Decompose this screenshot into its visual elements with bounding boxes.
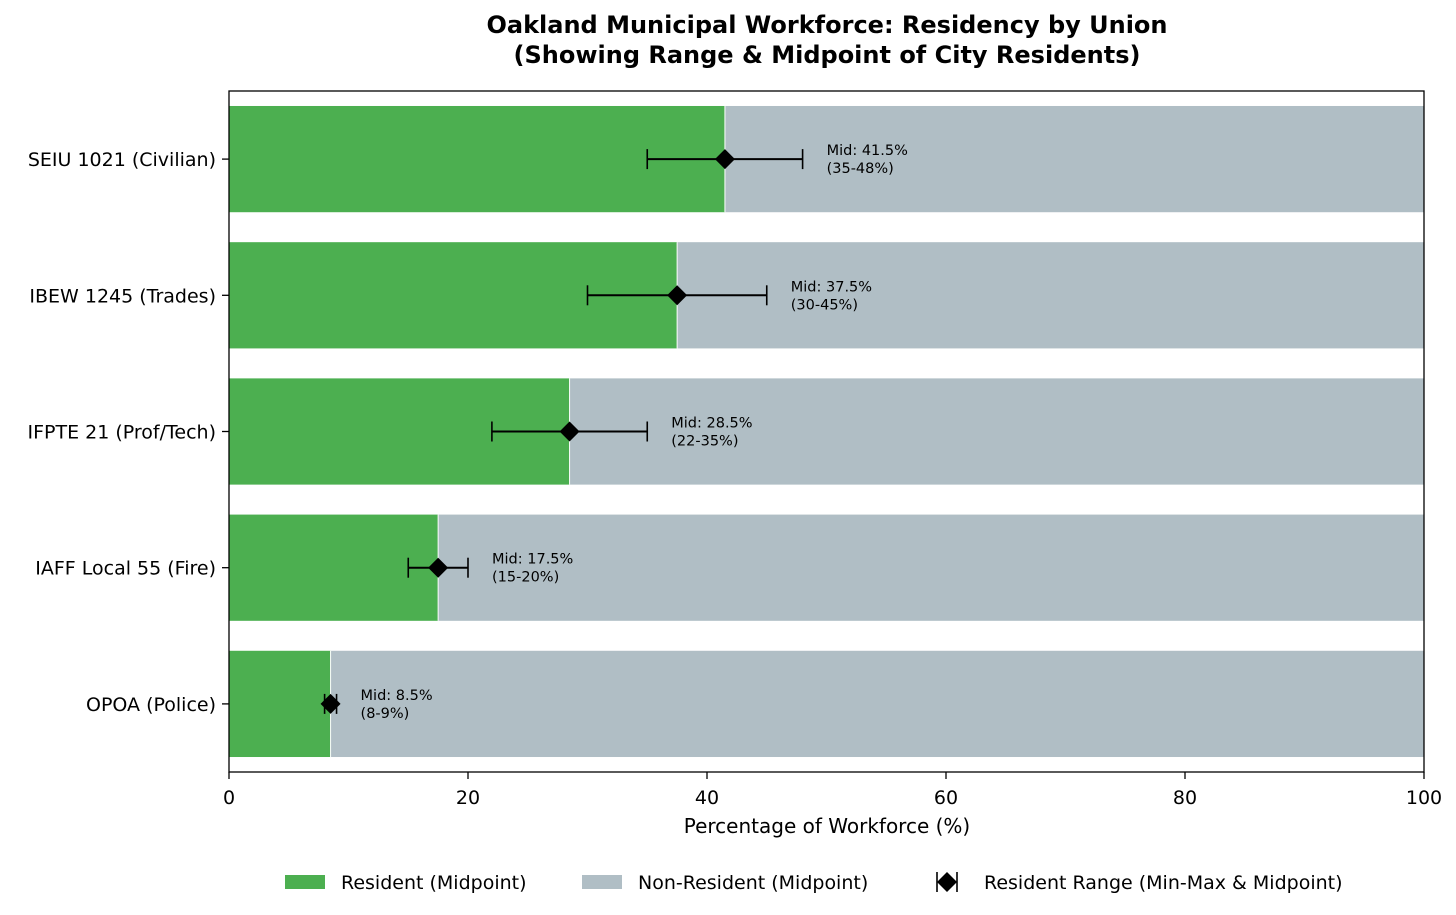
range-midpoint-marker xyxy=(714,149,735,170)
x-tick-label: 60 xyxy=(934,787,958,809)
y-tick-label: IFPTE 21 (Prof/Tech) xyxy=(28,422,216,444)
x-axis: 0 20 40 60 80 100 xyxy=(223,772,1442,809)
annotation-range: (8-9%) xyxy=(361,706,410,722)
annotation-range: (22-35%) xyxy=(671,434,738,450)
annotation-range: (15-20%) xyxy=(492,570,559,586)
bar-resident xyxy=(229,650,331,758)
plot-area: Mid: 41.5% (35-48%) Mid: 37.5% (30-45%) Mid:… xyxy=(229,105,1425,758)
bar-non-resident xyxy=(569,378,1424,485)
x-tick-label: 0 xyxy=(223,787,235,809)
y-axis: SEIU 1021 (Civilian) IBEW 1245 (Trades) IF… xyxy=(28,149,229,716)
annotation-range: (30-45%) xyxy=(791,297,858,313)
legend-label-range: Resident Range (Min-Max & Midpoint) xyxy=(984,872,1343,894)
y-tick-label: IBEW 1245 (Trades) xyxy=(29,285,216,307)
legend-label-resident: Resident (Midpoint) xyxy=(341,872,527,894)
x-tick-label: 40 xyxy=(695,787,719,809)
legend-swatch-resident xyxy=(285,875,325,889)
range-midpoint-marker xyxy=(320,693,341,714)
bar-non-resident xyxy=(677,242,1424,349)
bar-non-resident xyxy=(438,514,1424,621)
annotation-mid: Mid: 28.5% xyxy=(671,416,752,432)
bar-resident xyxy=(229,514,439,621)
legend-swatch-non-resident xyxy=(582,875,622,889)
range-midpoint-marker xyxy=(428,557,449,578)
legend-range-marker xyxy=(937,872,957,892)
legend: Resident (Midpoint) Non-Resident (Midpoin… xyxy=(285,872,1343,894)
bar-resident xyxy=(229,105,725,213)
x-axis-label: Percentage of Workforce (%) xyxy=(684,814,970,838)
bar-non-resident xyxy=(330,650,1425,758)
chart-title: Oakland Municipal Workforce: Residency b… xyxy=(486,11,1167,39)
y-tick-label: IAFF Local 55 (Fire) xyxy=(35,558,216,580)
legend-label-non-resident: Non-Resident (Midpoint) xyxy=(638,872,868,894)
y-tick-label: OPOA (Police) xyxy=(86,694,216,716)
chart-subtitle: (Showing Range & Midpoint of City Reside… xyxy=(514,41,1141,69)
x-tick-label: 100 xyxy=(1406,787,1442,809)
range-midpoint-marker xyxy=(667,285,688,306)
annotation-range: (35-48%) xyxy=(827,161,894,177)
annotation-mid: Mid: 17.5% xyxy=(492,552,573,568)
annotation-mid: Mid: 41.5% xyxy=(827,143,908,159)
x-tick-label: 80 xyxy=(1173,787,1197,809)
x-tick-label: 20 xyxy=(456,787,480,809)
y-tick-label: SEIU 1021 (Civilian) xyxy=(28,149,216,171)
annotation-mid: Mid: 8.5% xyxy=(361,688,433,704)
range-midpoint-marker xyxy=(559,421,580,442)
annotation-mid: Mid: 37.5% xyxy=(791,279,872,295)
bar-non-resident xyxy=(724,105,1424,213)
